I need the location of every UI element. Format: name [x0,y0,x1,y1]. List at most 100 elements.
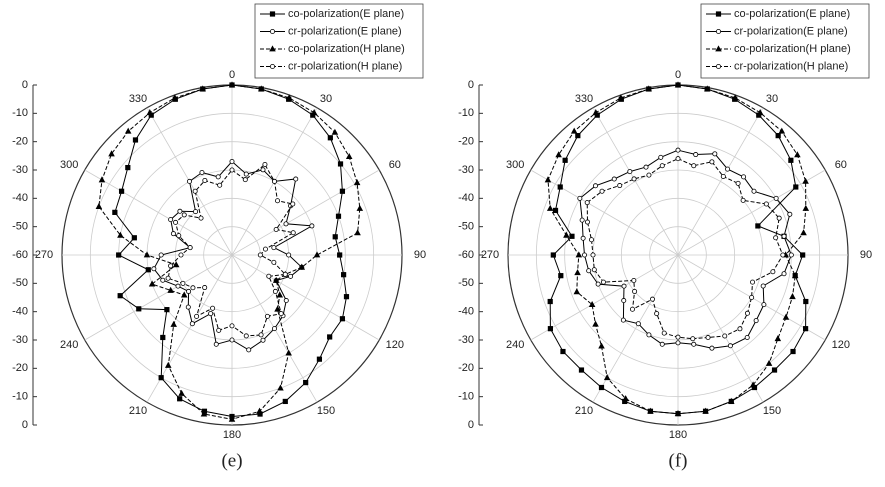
marker [584,200,590,206]
angle-label: 300 [60,159,78,171]
marker [202,285,208,291]
axis-tick-label: -10 [12,107,28,119]
marker [573,288,581,295]
marker [586,268,592,274]
marker [354,229,361,236]
marker [760,283,766,289]
marker [242,177,248,183]
legend-marker [269,45,276,52]
marker [215,174,221,180]
marker [186,288,192,294]
marker [228,81,236,88]
marker [629,306,635,312]
axis-tick-label: -20 [458,362,474,374]
marker [167,286,174,293]
legend-label: cr-polarization(E plane) [734,25,848,37]
marker [180,291,188,298]
marker [143,251,151,258]
marker [256,407,263,414]
marker [720,173,726,179]
marker [661,330,667,336]
marker [132,137,139,143]
marker [98,176,106,183]
marker [190,285,196,291]
marker [620,317,626,323]
marker [631,176,637,182]
marker [151,266,157,272]
marker [335,213,342,219]
marker [751,188,757,194]
marker [675,340,681,346]
marker [782,313,790,320]
legend-marker [715,11,722,17]
marker [271,178,277,184]
marker [756,109,764,116]
axis-tick-label: -20 [12,362,28,374]
marker [283,298,289,304]
legend-label: co-polarization(E plane) [288,8,404,20]
marker [165,275,171,281]
legend-label: cr-polarization(E plane) [288,25,402,37]
angle-label: 270 [35,249,53,261]
angle-label: 90 [860,249,872,261]
legend-label: cr-polarization(H plane) [288,60,402,72]
marker [557,184,563,190]
marker [180,280,186,286]
angle-label: 150 [317,405,335,417]
marker [647,407,654,414]
marker [116,252,122,258]
marker [560,348,566,355]
angle-label: 330 [575,93,593,105]
marker [675,334,681,340]
marker [577,195,583,201]
marker [274,305,281,312]
marker [257,252,263,258]
marker [740,197,746,203]
marker [216,327,222,333]
marker [210,305,216,311]
marker [283,221,289,227]
marker [148,280,156,287]
marker [192,188,198,194]
marker [737,326,743,332]
marker [198,215,204,221]
axis-tick-label: -30 [12,164,28,176]
marker [185,304,191,310]
axis-tick-label: -50 [12,221,28,233]
marker [199,85,206,92]
marker [674,410,682,417]
marker [264,313,270,319]
marker [293,176,299,182]
marker [356,204,364,211]
marker [117,293,123,299]
marker [282,271,288,277]
marker [790,348,796,355]
marker [735,180,741,186]
marker [802,204,810,211]
caption: (f) [669,450,688,471]
marker [262,161,268,167]
marker [617,183,623,189]
marker [646,332,652,338]
axis-tick-label: -30 [458,164,474,176]
marker [272,276,280,283]
angle-label: 30 [320,93,332,105]
marker [309,223,315,229]
marker [260,167,266,173]
marker [332,234,338,240]
legend-box [700,3,870,79]
marker [108,150,115,157]
axis-tick-label: 0 [468,79,474,91]
angle-label: 300 [506,159,524,171]
marker [266,273,272,279]
axis-tick-label: -50 [458,277,474,289]
marker [621,298,627,304]
marker [550,252,556,258]
marker [646,172,652,178]
legend-marker [269,28,275,34]
marker [589,237,595,243]
marker [659,341,665,347]
marker [704,85,711,92]
marker [199,169,205,175]
